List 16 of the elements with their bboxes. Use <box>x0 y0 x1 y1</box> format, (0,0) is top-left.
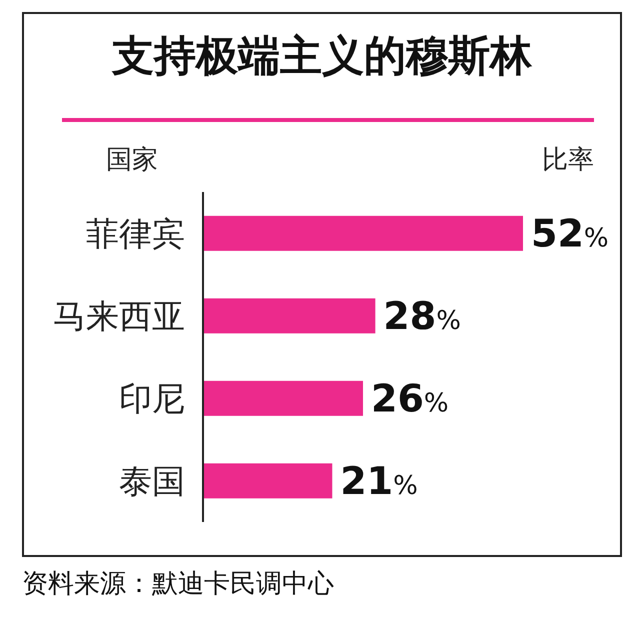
x-axis-title: 比率 <box>542 144 594 177</box>
bar <box>203 298 376 334</box>
y-tick-label: 泰国 <box>119 461 185 500</box>
chart-title: 支持极端主义的穆斯林 <box>110 30 534 82</box>
text: 资料来源：默迪卡民调中心 <box>22 568 334 601</box>
y-axis-title: 国家 <box>106 144 158 177</box>
y-tick-label: 菲律宾 <box>86 214 185 253</box>
data-label: 52% <box>531 211 609 256</box>
data-label: 26% <box>371 376 449 420</box>
y-tick-label: 马来西亚 <box>53 296 185 336</box>
bar <box>203 216 523 251</box>
data-label: 28% <box>383 294 461 338</box>
y-tick-label: 印尼 <box>119 378 185 418</box>
bar <box>203 463 332 498</box>
bar <box>203 380 363 416</box>
data-label: 21% <box>340 458 418 503</box>
